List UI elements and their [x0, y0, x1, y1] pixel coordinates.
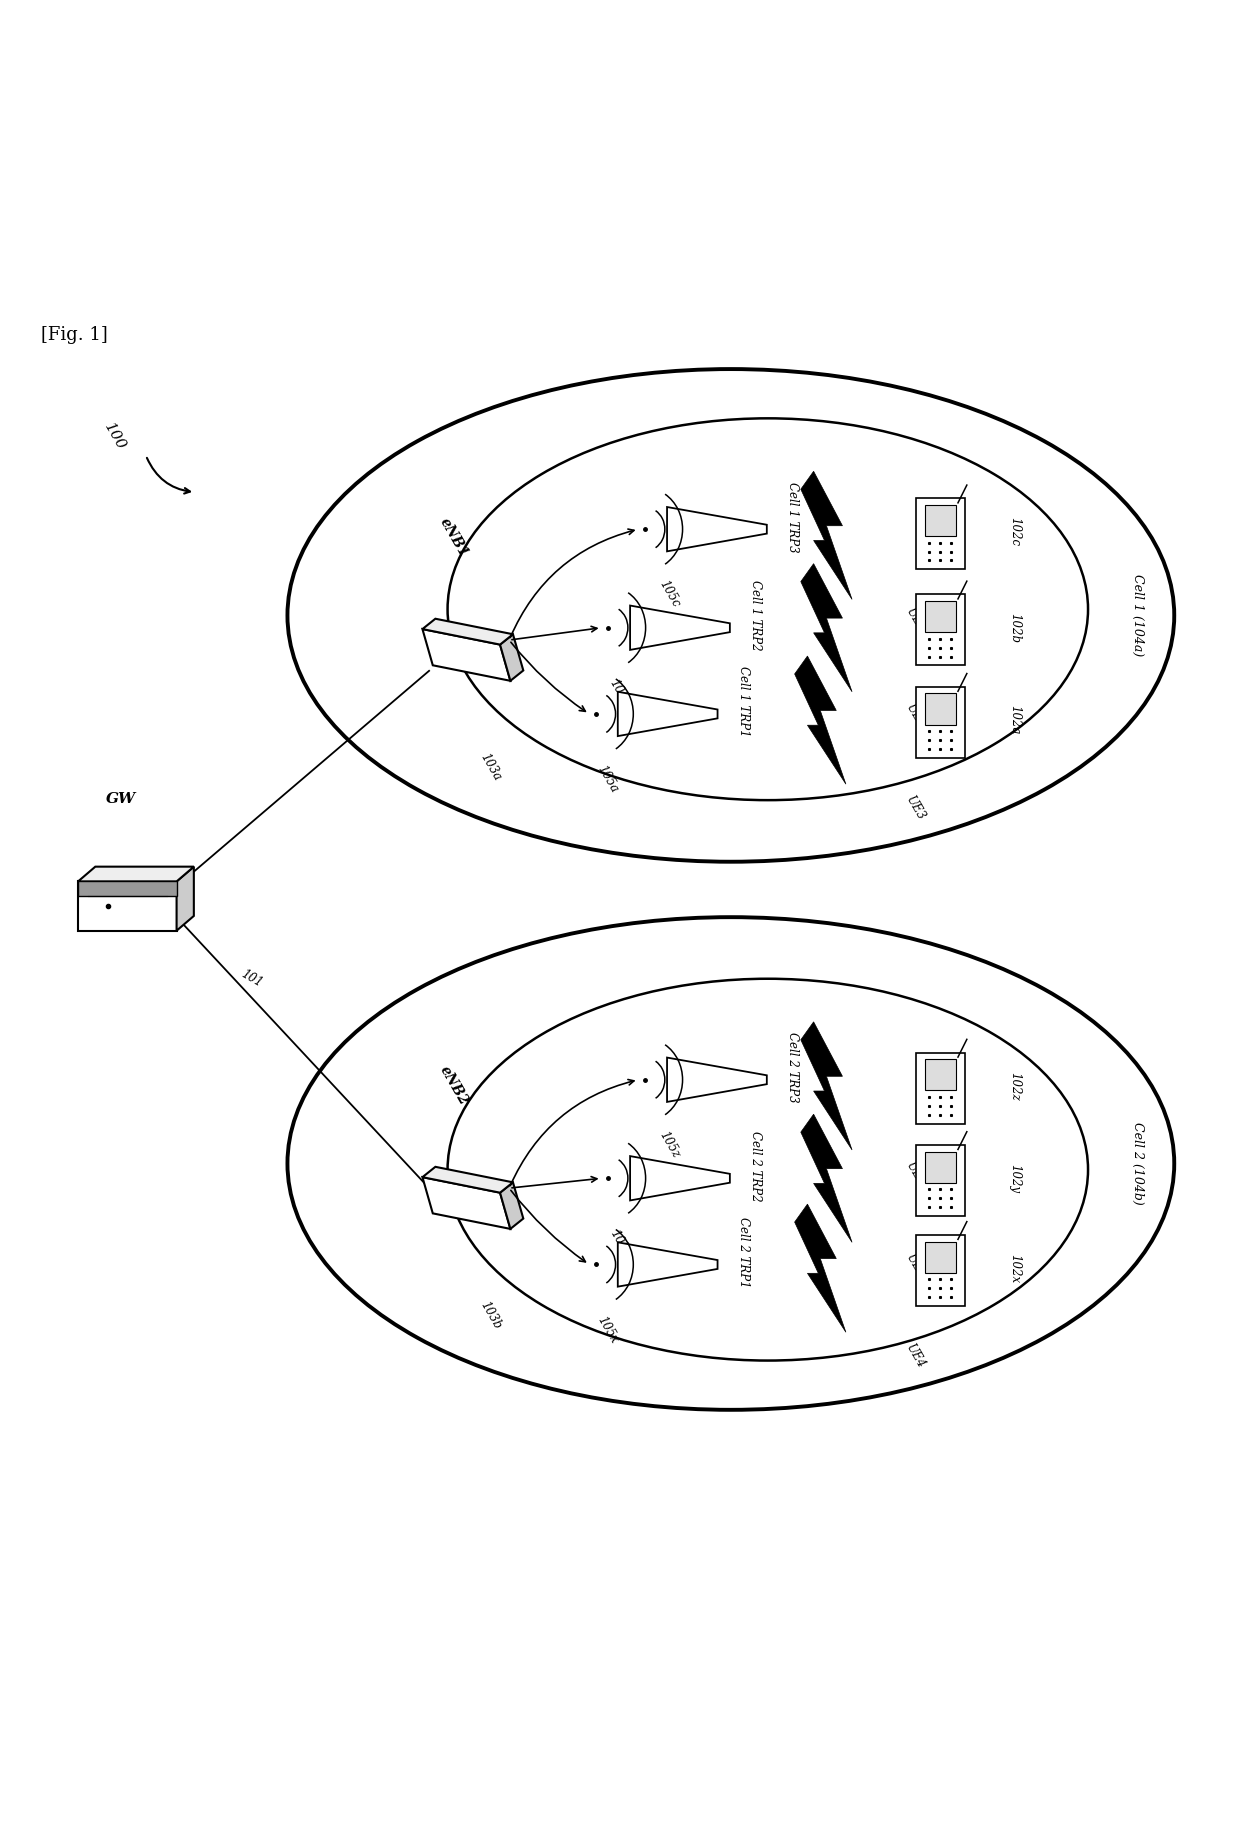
Text: Cell 1 (104a): Cell 1 (104a) — [1131, 574, 1143, 656]
Polygon shape — [916, 499, 965, 568]
Text: Cell 1 TRP3: Cell 1 TRP3 — [786, 481, 800, 552]
Polygon shape — [176, 867, 193, 931]
Text: [Fig. 1]: [Fig. 1] — [41, 326, 108, 344]
Text: GW: GW — [107, 793, 136, 807]
Text: 102z: 102z — [1008, 1071, 1021, 1100]
Text: Cell 1 TRP1: Cell 1 TRP1 — [737, 667, 750, 736]
Text: 105z: 105z — [656, 1130, 682, 1161]
Polygon shape — [618, 692, 718, 736]
Text: 102b: 102b — [1008, 612, 1021, 643]
Text: 105x: 105x — [595, 1314, 620, 1345]
Text: 105y: 105y — [608, 1228, 632, 1259]
Polygon shape — [925, 1152, 956, 1182]
Polygon shape — [500, 634, 523, 681]
Polygon shape — [423, 1166, 513, 1193]
Text: Cell 2 TRP2: Cell 2 TRP2 — [749, 1131, 763, 1201]
Text: UE1: UE1 — [904, 701, 928, 731]
Text: UE5: UE5 — [904, 1161, 928, 1188]
Polygon shape — [423, 1177, 511, 1228]
Polygon shape — [801, 1022, 852, 1150]
Text: 105a: 105a — [595, 763, 621, 794]
Text: Cell 1 TRP2: Cell 1 TRP2 — [749, 579, 763, 650]
Polygon shape — [78, 867, 193, 882]
Polygon shape — [801, 472, 852, 599]
Text: 102x: 102x — [1008, 1254, 1021, 1283]
Text: UE4: UE4 — [904, 1343, 928, 1372]
Text: eNB2: eNB2 — [436, 1064, 470, 1108]
Polygon shape — [500, 1182, 523, 1228]
Text: 103b: 103b — [477, 1299, 503, 1332]
Polygon shape — [795, 656, 846, 783]
Text: Cell 2 TRP3: Cell 2 TRP3 — [786, 1031, 800, 1102]
Polygon shape — [925, 694, 956, 725]
Polygon shape — [667, 1057, 766, 1102]
Polygon shape — [423, 629, 511, 681]
Text: 103a: 103a — [477, 751, 503, 783]
Polygon shape — [630, 1157, 730, 1201]
Polygon shape — [925, 1059, 956, 1090]
Text: UE2: UE2 — [904, 605, 928, 634]
Text: eNB1: eNB1 — [436, 516, 470, 559]
Polygon shape — [78, 882, 176, 896]
Polygon shape — [925, 601, 956, 632]
Text: 100: 100 — [102, 421, 129, 454]
Polygon shape — [916, 1053, 965, 1124]
Text: 102y: 102y — [1008, 1164, 1021, 1193]
Text: Cell 2 TRP1: Cell 2 TRP1 — [737, 1217, 750, 1288]
Text: 102a: 102a — [1008, 705, 1021, 734]
Text: 105b: 105b — [606, 678, 634, 709]
Text: UE5: UE5 — [904, 1252, 928, 1281]
Polygon shape — [78, 882, 176, 931]
Polygon shape — [916, 1235, 965, 1306]
Text: 102c: 102c — [1008, 517, 1021, 547]
Text: UE3: UE3 — [904, 794, 928, 824]
Polygon shape — [795, 1204, 846, 1332]
Polygon shape — [925, 505, 956, 536]
Polygon shape — [630, 605, 730, 650]
Polygon shape — [916, 687, 965, 758]
Polygon shape — [618, 1243, 718, 1286]
Polygon shape — [423, 619, 513, 645]
Polygon shape — [667, 507, 766, 552]
Text: 105c: 105c — [656, 578, 682, 610]
Text: 101: 101 — [238, 967, 264, 989]
Polygon shape — [916, 594, 965, 665]
Text: Cell 2 (104b): Cell 2 (104b) — [1131, 1122, 1143, 1204]
Polygon shape — [801, 563, 852, 692]
Polygon shape — [801, 1115, 852, 1243]
Polygon shape — [925, 1241, 956, 1272]
Polygon shape — [916, 1144, 965, 1215]
